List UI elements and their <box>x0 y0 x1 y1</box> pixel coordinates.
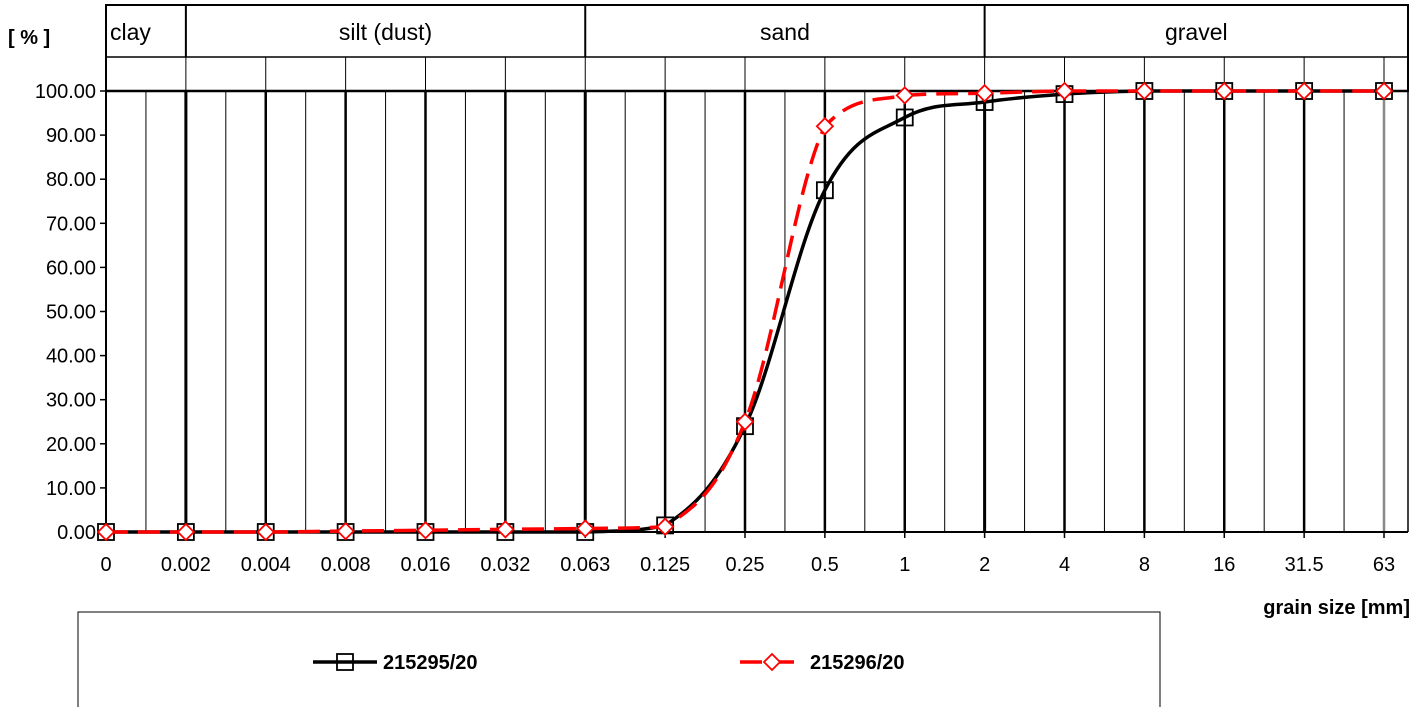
y-tick-label: 60.00 <box>46 257 96 279</box>
zone-label: sand <box>760 19 810 45</box>
data-point <box>1055 81 1074 101</box>
x-tick-label: 0.004 <box>241 554 291 576</box>
data-point <box>416 520 435 540</box>
data-point <box>815 117 835 136</box>
x-tick-label: 0.063 <box>560 554 610 576</box>
series-layer <box>96 81 1394 542</box>
x-tick-label: 63 <box>1373 554 1395 576</box>
y-tick-label: 40.00 <box>46 346 96 368</box>
legend-box <box>77 611 1161 707</box>
x-tick-label: 2 <box>979 554 990 576</box>
data-point <box>655 517 675 536</box>
data-point <box>176 522 196 542</box>
data-point <box>496 520 515 539</box>
y-tick-label: 90.00 <box>46 125 96 147</box>
data-point <box>96 522 116 542</box>
x-tick-label: 0.032 <box>480 554 530 576</box>
y-tick-label: 50.00 <box>46 302 96 324</box>
x-tick-label: 0.25 <box>726 554 765 576</box>
x-axis-label: grain size [mm] <box>1263 597 1410 619</box>
x-tick-label: 0.125 <box>640 554 690 576</box>
series-2 <box>96 81 1394 542</box>
legend-marker <box>336 653 354 671</box>
data-point <box>1294 81 1314 101</box>
y-axis-label: [ % ] <box>8 27 50 49</box>
zone-label: gravel <box>1165 19 1228 45</box>
data-point <box>1214 81 1234 101</box>
zone-label: silt (dust) <box>339 19 432 45</box>
legend-label: 215296/20 <box>810 652 905 674</box>
x-tick-label: 0.002 <box>161 554 211 576</box>
x-tick-label: 0.016 <box>400 554 450 576</box>
legend-marker <box>762 652 782 672</box>
y-tick-label: 0.00 <box>57 522 96 544</box>
data-point <box>975 83 994 103</box>
grid-layer <box>105 57 1386 532</box>
x-tick-label: 31.5 <box>1285 554 1324 576</box>
legend-label: 215295/20 <box>383 652 478 674</box>
y-tick-label: 20.00 <box>46 434 96 456</box>
data-point <box>895 86 915 105</box>
data-point <box>256 522 276 542</box>
y-tick-label: 100.00 <box>35 81 96 103</box>
x-tick-label: 4 <box>1059 554 1070 576</box>
x-tick-label: 0 <box>100 554 111 576</box>
data-point <box>735 412 755 432</box>
y-tick-label: 80.00 <box>46 169 96 191</box>
legend: 215295/20 215296/20 <box>77 611 1161 707</box>
data-point <box>1135 81 1154 101</box>
zone-header-frame <box>105 4 1409 92</box>
y-tick-label: 10.00 <box>46 478 96 500</box>
x-tick-label: 16 <box>1213 554 1235 576</box>
data-point <box>336 521 355 541</box>
data-point <box>895 108 914 127</box>
y-tick-label: 30.00 <box>46 390 96 412</box>
zone-label: clay <box>110 19 151 45</box>
zone-header: clay silt (dust) sand gravel <box>105 4 1409 532</box>
x-tick-label: 8 <box>1139 554 1150 576</box>
data-point <box>1374 81 1394 101</box>
x-tick-label: 1 <box>899 554 910 576</box>
y-tick-label: 70.00 <box>46 213 96 235</box>
data-point <box>815 181 834 200</box>
x-tick-label: 0.5 <box>811 554 839 576</box>
data-point <box>575 519 595 538</box>
x-tick-label: 0.008 <box>321 554 371 576</box>
